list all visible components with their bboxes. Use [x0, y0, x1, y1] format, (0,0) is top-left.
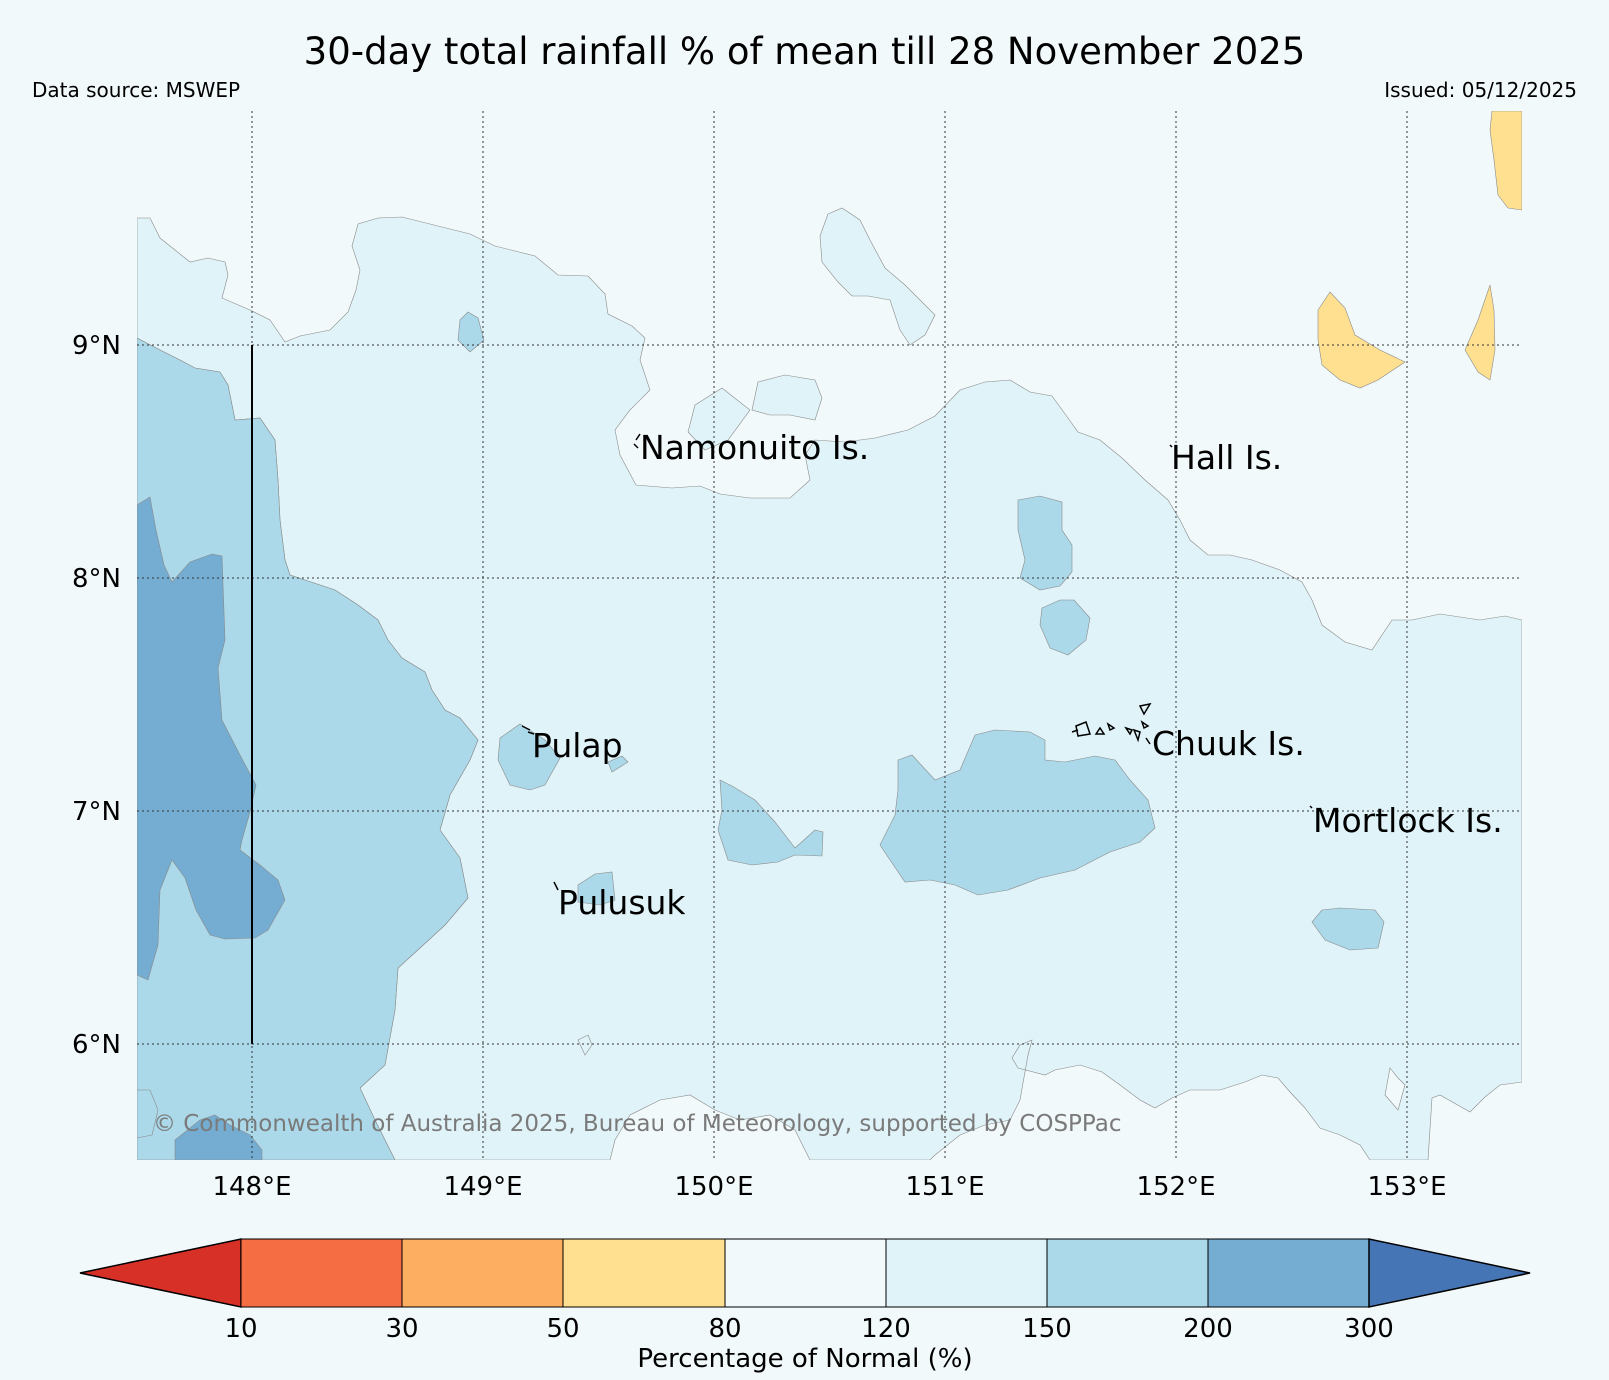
- colorbar-bin-120-150: [885, 1238, 1048, 1308]
- lon-label-152e: 152°E: [1136, 1172, 1215, 1202]
- graticule: [137, 111, 1522, 1160]
- lat-label-9n: 9°N: [72, 331, 121, 361]
- copyright-text: © Commonwealth of Australia 2025, Bureau…: [153, 1111, 1122, 1137]
- place-label-chuuk: Chuuk Is.: [1152, 724, 1305, 763]
- colorbar-over: [1368, 1238, 1531, 1308]
- colorbar-bin-80-120: [724, 1238, 887, 1308]
- lon-label-151e: 151°E: [905, 1172, 984, 1202]
- colorbar-tick: 120: [861, 1314, 911, 1344]
- colorbar-under: [79, 1238, 242, 1308]
- colorbar-tick: 30: [385, 1314, 418, 1344]
- place-label-pulap: Pulap: [532, 726, 623, 765]
- map-title: 30-day total rainfall % of mean till 28 …: [303, 30, 1306, 73]
- lon-label-150e: 150°E: [674, 1172, 753, 1202]
- island-outlines: [521, 433, 1313, 891]
- place-label-pulusuk: Pulusuk: [558, 883, 686, 922]
- place-label-mortlock: Mortlock Is.: [1313, 801, 1503, 840]
- colorbar-bin-150-200: [1046, 1238, 1209, 1308]
- colorbar-tick: 200: [1183, 1314, 1233, 1344]
- colorbar-tick: 150: [1022, 1314, 1072, 1344]
- lat-label-7n: 7°N: [72, 797, 121, 827]
- lon-label-149e: 149°E: [443, 1172, 522, 1202]
- lat-label-8n: 8°N: [72, 564, 121, 594]
- colorbar-bin-200-300: [1207, 1238, 1370, 1308]
- colorbar-bin-50-80: [562, 1238, 726, 1308]
- colorbar-tick: 50: [546, 1314, 579, 1344]
- lon-label-153e: 153°E: [1367, 1172, 1446, 1202]
- colorbar-bin-10-30: [240, 1238, 403, 1308]
- lat-label-6n: 6°N: [72, 1030, 121, 1060]
- place-label-namonuito: Namonuito Is.: [640, 428, 869, 467]
- lon-label-148e: 148°E: [212, 1172, 291, 1202]
- colorbar: 10 30 50 80 120 150 200 300 Percentage o…: [79, 1238, 1531, 1374]
- colorbar-tick: 80: [708, 1314, 741, 1344]
- data-source: Data source: MSWEP: [32, 78, 241, 102]
- colorbar-label: Percentage of Normal (%): [637, 1344, 972, 1374]
- place-label-hall: Hall Is.: [1171, 438, 1282, 477]
- rainfall-region-50-80: [1489, 111, 1522, 211]
- colorbar-tick: 300: [1344, 1314, 1394, 1344]
- rainfall-region-200-300: [137, 496, 286, 981]
- issued-date: Issued: 05/12/2025: [1384, 78, 1577, 102]
- colorbar-bin-30-50: [401, 1238, 564, 1308]
- rainfall-region-150-200: [137, 337, 479, 1160]
- colorbar-tick: 10: [224, 1314, 257, 1344]
